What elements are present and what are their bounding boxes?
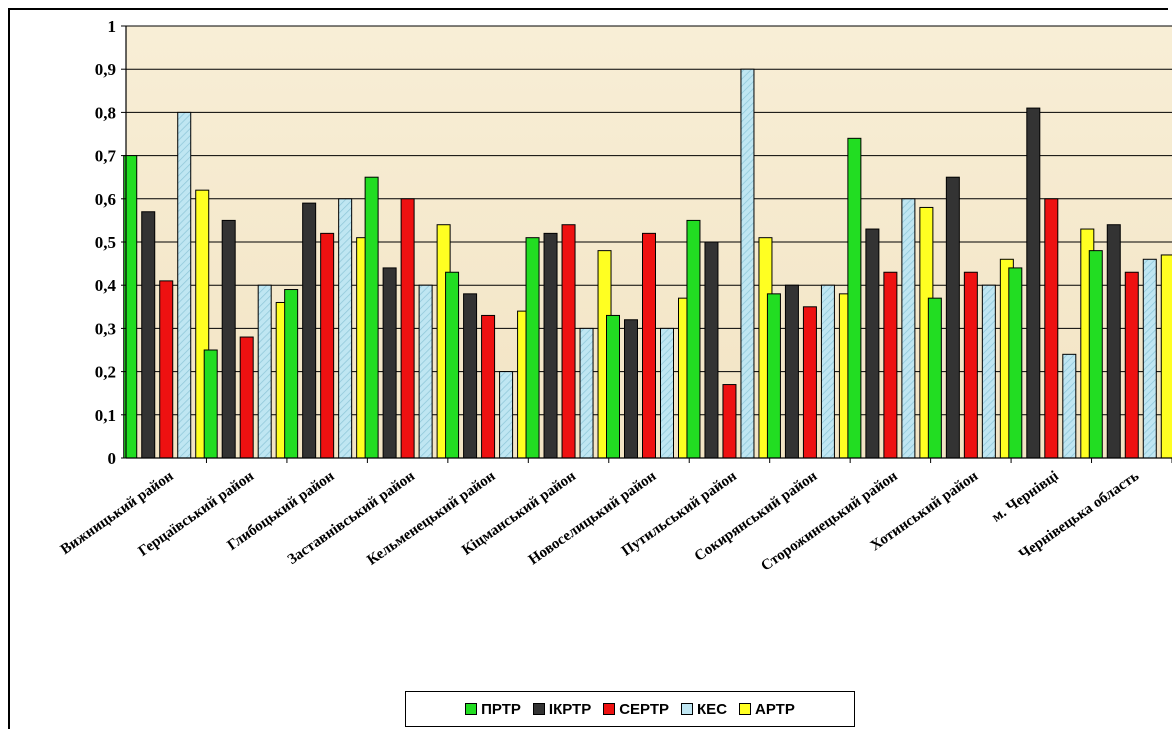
- y-tick-label: 0,5: [95, 233, 116, 252]
- bar: [285, 290, 298, 458]
- y-tick-label: 0,8: [95, 103, 116, 122]
- bar: [1089, 251, 1102, 458]
- bar: [661, 328, 674, 458]
- y-tick-label: 0,6: [95, 190, 116, 209]
- bar: [303, 203, 316, 458]
- legend-label: СЕРТР: [619, 701, 669, 718]
- bar: [365, 177, 378, 458]
- bar: [767, 294, 780, 458]
- legend-label: КЕС: [697, 701, 727, 718]
- bar: [562, 225, 575, 458]
- legend-swatch: [533, 703, 545, 715]
- bar: [258, 285, 271, 458]
- x-category-label: Заставнівський район: [285, 468, 418, 568]
- bar: [607, 315, 620, 458]
- bar: [482, 315, 495, 458]
- bar: [723, 385, 736, 458]
- y-tick-label: 0,1: [95, 406, 116, 425]
- bar: [339, 199, 352, 458]
- bar: [401, 199, 414, 458]
- bar: [500, 372, 513, 458]
- bar: [705, 242, 718, 458]
- y-tick-label: 1: [108, 17, 117, 36]
- bar: [419, 285, 432, 458]
- bar: [884, 272, 897, 458]
- bar: [383, 268, 396, 458]
- bar: [741, 69, 754, 458]
- bar: [902, 199, 915, 458]
- x-category-label: Сторожинецький район: [758, 468, 901, 575]
- bar: [1045, 199, 1058, 458]
- bar: [222, 220, 235, 458]
- legend-swatch: [681, 703, 693, 715]
- bar: [1143, 259, 1156, 458]
- legend-label: АРТР: [755, 701, 795, 718]
- legend-item: ІКРТР: [533, 701, 591, 718]
- y-tick-label: 0,4: [95, 276, 117, 295]
- bar: [964, 272, 977, 458]
- bar: [1125, 272, 1138, 458]
- y-axis-ticks: 0 0,1 0,2 0,3 0,4 0,5 0,6 0,7 0,8 0,9 1: [95, 17, 126, 468]
- x-category-label: Кельменецький район: [364, 468, 498, 569]
- bar: [321, 233, 334, 458]
- bar: [848, 138, 861, 458]
- bar: [821, 285, 834, 458]
- legend-label: ПРТР: [481, 701, 521, 718]
- legend-swatch: [465, 703, 477, 715]
- legend-swatch: [739, 703, 751, 715]
- bar: [1009, 268, 1022, 458]
- bar: [785, 285, 798, 458]
- bar: [544, 233, 557, 458]
- legend-swatch: [603, 703, 615, 715]
- bar: [982, 285, 995, 458]
- bar: [687, 220, 700, 458]
- y-tick-label: 0,3: [95, 319, 116, 338]
- bar: [803, 307, 816, 458]
- bar: [643, 233, 656, 458]
- bar: [446, 272, 459, 458]
- y-tick-label: 0: [108, 449, 117, 468]
- y-tick-label: 0,2: [95, 363, 116, 382]
- bar: [866, 229, 879, 458]
- bar: [204, 350, 217, 458]
- legend-item: АРТР: [739, 701, 795, 718]
- bar: [1027, 108, 1040, 458]
- legend-item: ПРТР: [465, 701, 521, 718]
- bar: [928, 298, 941, 458]
- bar: [142, 212, 155, 458]
- legend-item: СЕРТР: [603, 701, 669, 718]
- bar: [580, 328, 593, 458]
- bar: [625, 320, 638, 458]
- bar: [946, 177, 959, 458]
- y-tick-label: 0,7: [95, 147, 117, 166]
- bar: [1161, 255, 1172, 458]
- bar: [1063, 354, 1076, 458]
- bar: [1107, 225, 1120, 458]
- legend: ПРТР ІКРТР СЕРТР КЕС АРТР: [405, 691, 855, 727]
- x-category-label: Новоселицький район: [526, 468, 660, 568]
- bar: [178, 112, 191, 458]
- legend-item: КЕС: [681, 701, 727, 718]
- y-tick-label: 0,9: [95, 60, 116, 79]
- bar: [526, 238, 539, 458]
- bar: [160, 281, 173, 458]
- bar: [464, 294, 477, 458]
- x-category-label: м. Чернівці: [989, 468, 1062, 526]
- legend-label: ІКРТР: [549, 701, 591, 718]
- bar: [240, 337, 253, 458]
